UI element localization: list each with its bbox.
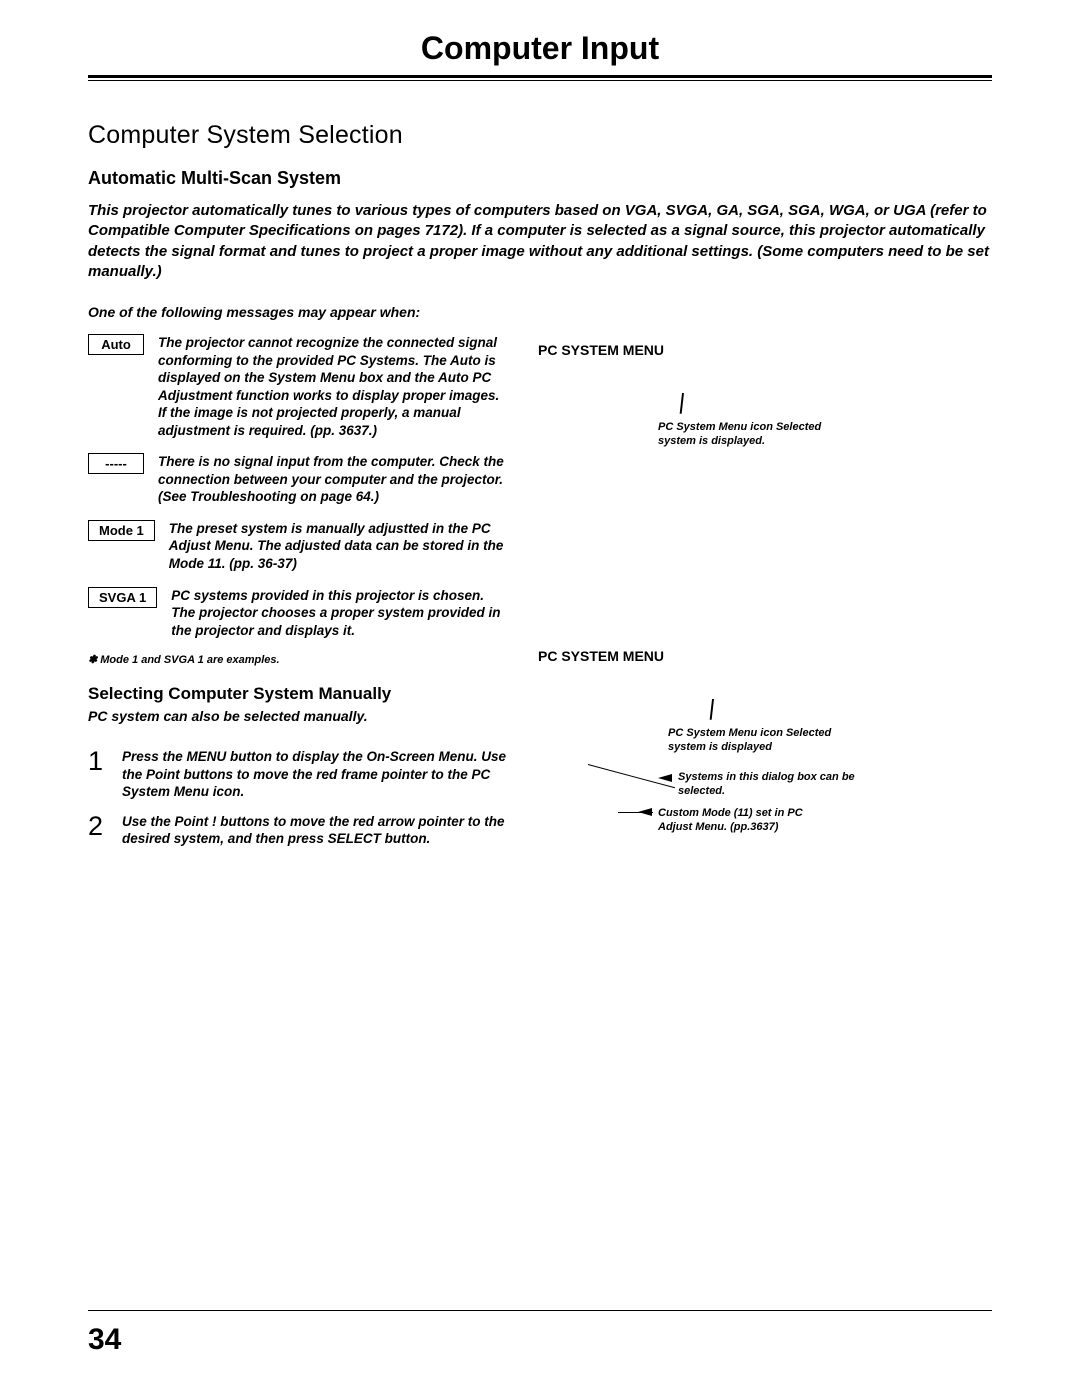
title-rule [88,75,992,81]
page-number: 34 [88,1323,121,1357]
left-column: Auto The projector cannot recognize the … [88,334,508,894]
arrow-icon [638,808,652,816]
message-label-mode1: Mode 1 [88,520,155,541]
step-number: 2 [88,813,106,840]
message-label-nosignal: ----- [88,453,144,474]
message-label-svga1: SVGA 1 [88,587,157,608]
diagram-caption: PC System Menu icon Selected system is d… [658,420,838,449]
diagram-caption: PC System Menu icon Selected system is d… [668,726,848,755]
message-row: Auto The projector cannot recognize the … [88,334,508,439]
section-title: Computer System Selection [88,121,992,150]
examples-note: ✽ Mode 1 and SVGA 1 are examples. [88,653,508,666]
step-text: Use the Point ! buttons to move the red … [122,813,508,848]
step: 1 Press the MENU button to display the O… [88,748,508,801]
message-text: The preset system is manually adjustted … [169,520,508,573]
message-text: There is no signal input from the comput… [158,453,508,506]
auto-heading: Automatic Multi-Scan System [88,168,992,189]
manual-lead: PC system can also be selected manually. [88,708,508,724]
pc-system-menu-heading-2: PC SYSTEM MENU [538,648,992,664]
arrow-icon [658,774,672,782]
diagram-caption: Custom Mode (1­1) set in PC Adjust Menu.… [658,806,838,835]
message-text: The projector cannot recognize the conne… [158,334,508,439]
manual-heading: Selecting Computer System Manually [88,684,508,704]
step-text: Press the MENU button to display the On-… [122,748,508,801]
pc-system-menu-heading-1: PC SYSTEM MENU [538,342,992,358]
callout-line-icon: / [680,388,685,420]
message-row: SVGA 1 PC systems provided in this proje… [88,587,508,640]
message-text: PC systems provided in this projector is… [171,587,508,640]
auto-lead: One of the following messages may appear… [88,304,992,320]
diagram-2: / PC System Menu icon Selected system is… [538,694,992,874]
message-row: Mode 1 The preset system is manually adj… [88,520,508,573]
auto-intro: This projector automatically tunes to va… [88,201,992,282]
right-column: PC SYSTEM MENU / PC System Menu icon Sel… [538,334,992,894]
message-row: ----- There is no signal input from the … [88,453,508,506]
message-label-auto: Auto [88,334,144,355]
callout-line-icon: / [710,694,715,726]
diagram-1: / PC System Menu icon Selected system is… [538,388,992,628]
step: 2 Use the Point ! buttons to move the re… [88,813,508,848]
diagram-caption: Systems in this dialog box can be select… [678,770,858,799]
step-number: 1 [88,748,106,775]
footer-rule [88,1310,992,1311]
page-title: Computer Input [88,30,992,67]
